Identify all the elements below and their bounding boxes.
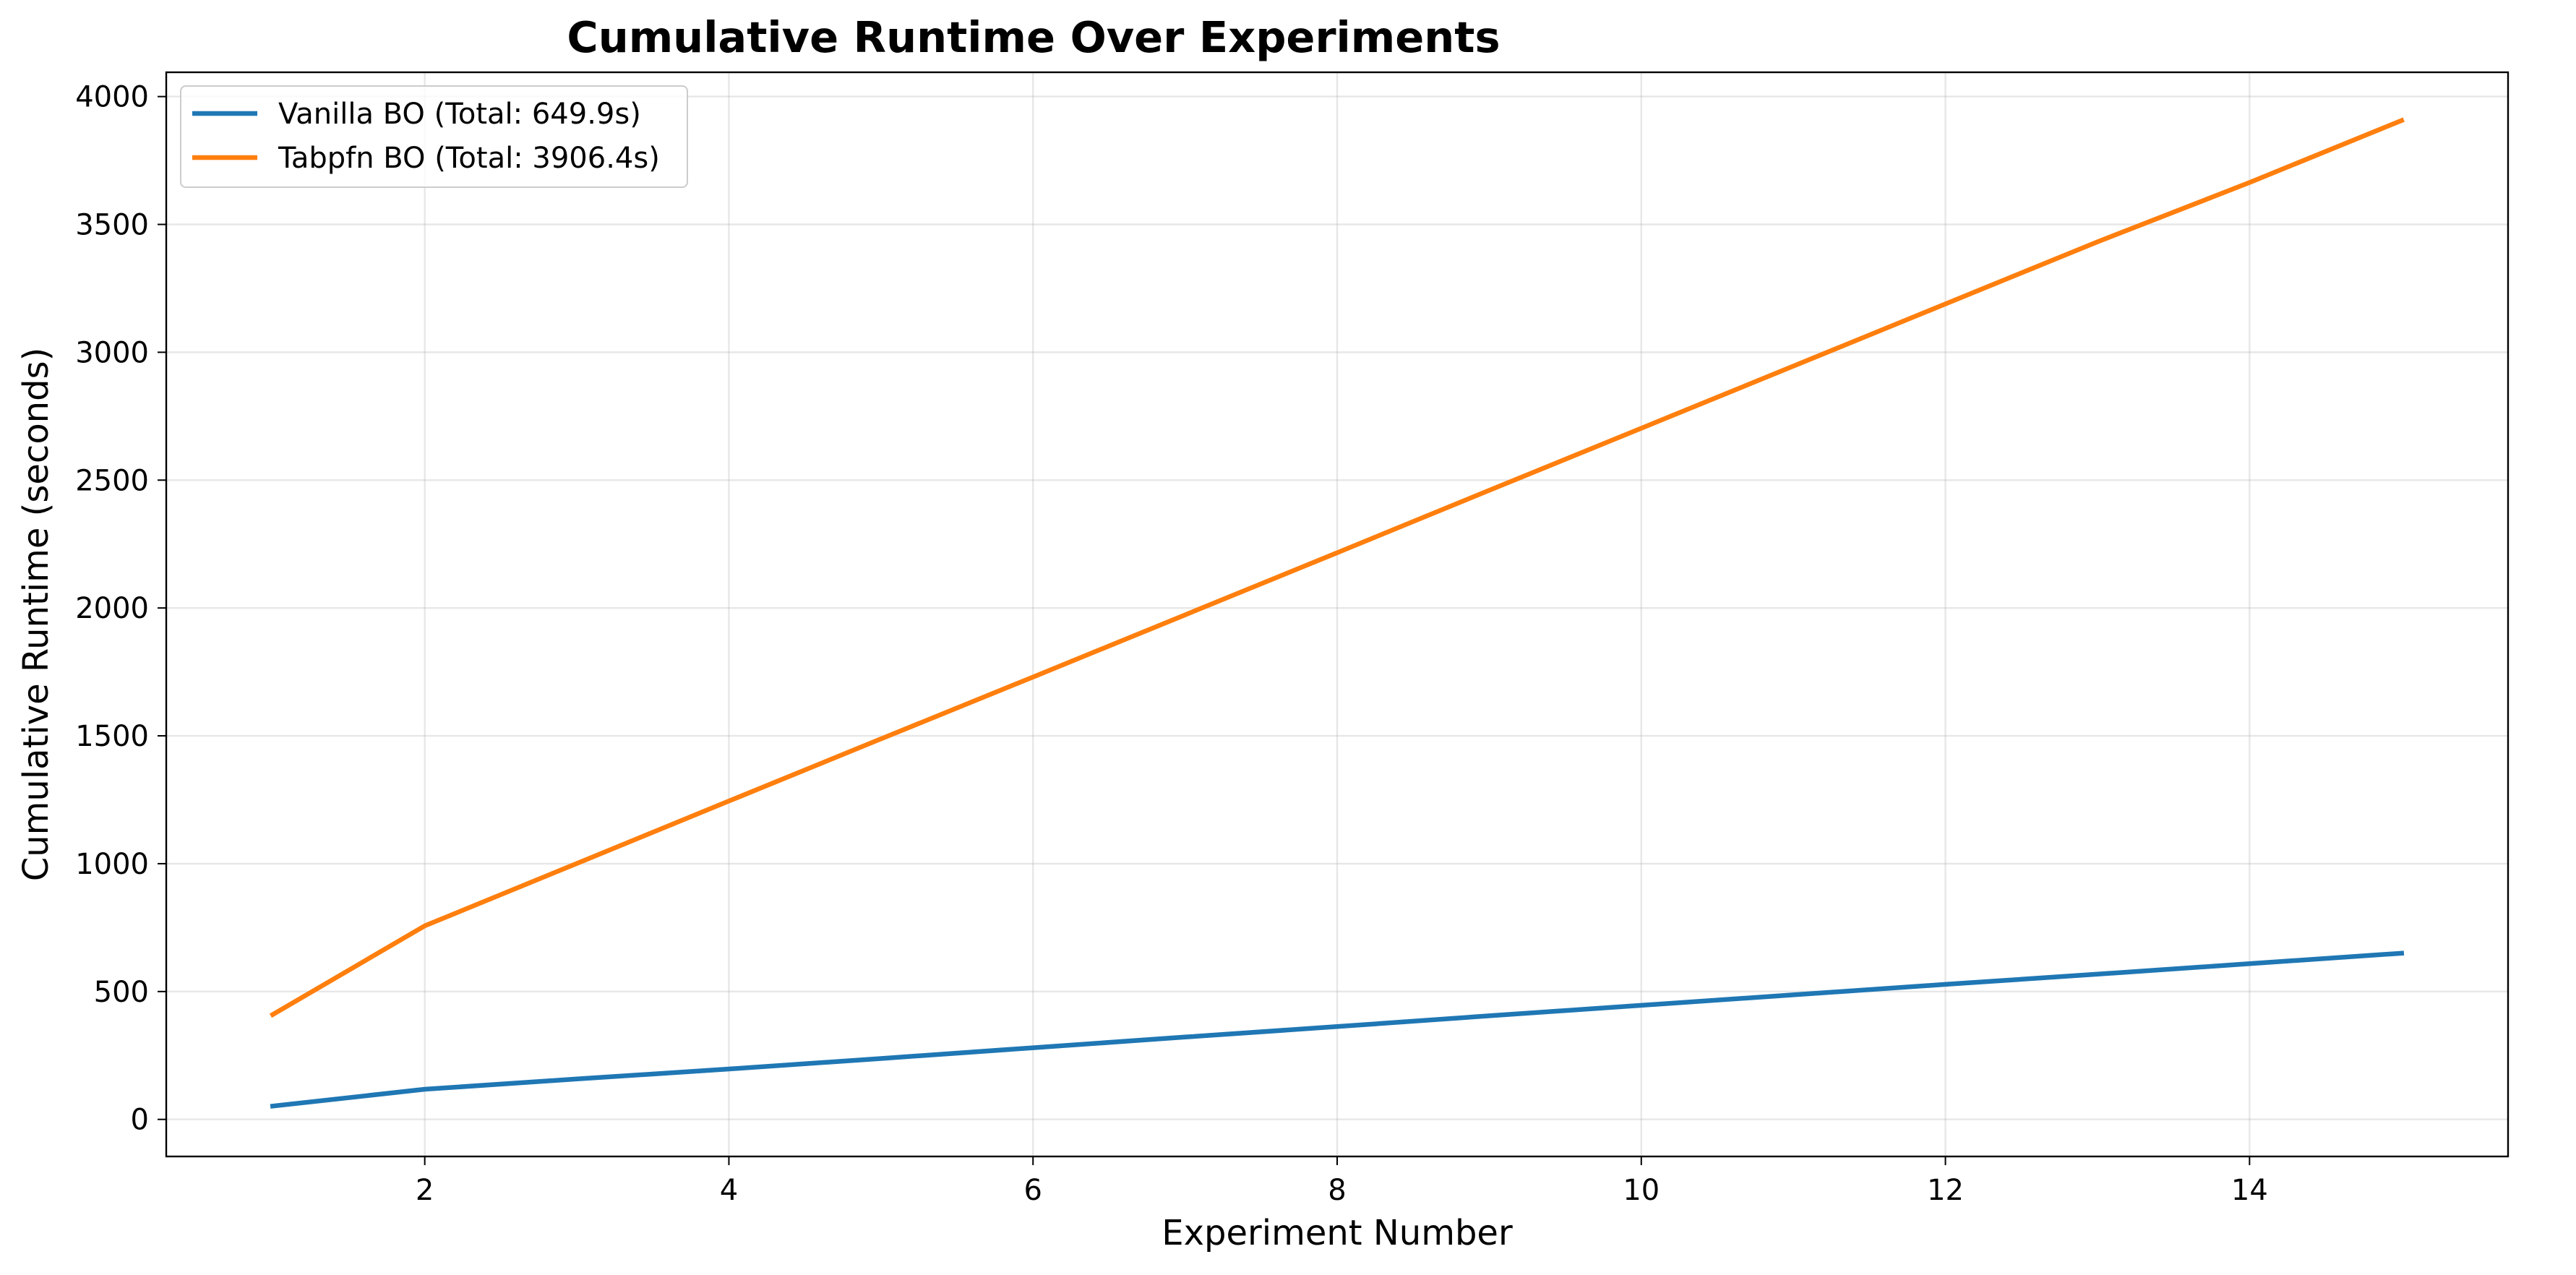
y-tick-label-4000: 4000 xyxy=(75,81,149,114)
legend-label-1: Vanilla BO (Total: 649.9s) xyxy=(278,98,641,131)
x-tick-label-2: 2 xyxy=(416,1174,434,1207)
y-tick-label-1000: 1000 xyxy=(75,848,149,881)
y-tick-label-500: 500 xyxy=(94,976,149,1009)
y-tick-label-3500: 3500 xyxy=(75,208,149,241)
legend-entry-2: Tabpfn BO (Total: 3906.4s) xyxy=(192,142,660,175)
series-lines xyxy=(269,117,2405,1109)
plot-area xyxy=(165,71,2510,1158)
chart-title: Cumulative Runtime Over Experiments xyxy=(567,12,1500,62)
y-tick-label-3000: 3000 xyxy=(75,336,149,369)
x-tick-label-14: 14 xyxy=(2231,1174,2268,1207)
grid-lines xyxy=(166,72,2508,1156)
x-axis-ticks: 2 4 6 8 10 12 14 xyxy=(416,1156,2268,1207)
x-tick-label-8: 8 xyxy=(1328,1174,1346,1207)
x-tick-label-12: 12 xyxy=(1927,1174,1964,1207)
legend-entry-1: Vanilla BO (Total: 649.9s) xyxy=(192,98,641,131)
y-tick-label-2000: 2000 xyxy=(75,592,149,625)
series-line-1 xyxy=(270,950,2405,1109)
y-tick-label-0: 0 xyxy=(131,1104,149,1137)
legend-box xyxy=(180,85,688,188)
y-tick-label-2500: 2500 xyxy=(75,464,149,497)
x-tick-label-4: 4 xyxy=(720,1174,738,1207)
legend-label-2: Tabpfn BO (Total: 3906.4s) xyxy=(278,142,660,175)
x-tick-label-10: 10 xyxy=(1623,1174,1660,1207)
x-tick-label-6: 6 xyxy=(1023,1174,1042,1207)
y-tick-label-1500: 1500 xyxy=(75,720,149,753)
series-line-2 xyxy=(269,117,2405,1018)
y-axis-ticks: 0 500 1000 1500 2000 2500 3000 3500 4000 xyxy=(75,81,166,1137)
legend: Vanilla BO (Total: 649.9s) Tabpfn BO (To… xyxy=(180,85,688,188)
y-axis-label: Cumulative Runtime (seconds) xyxy=(16,348,56,882)
x-axis-label: Experiment Number xyxy=(1162,1213,1513,1253)
